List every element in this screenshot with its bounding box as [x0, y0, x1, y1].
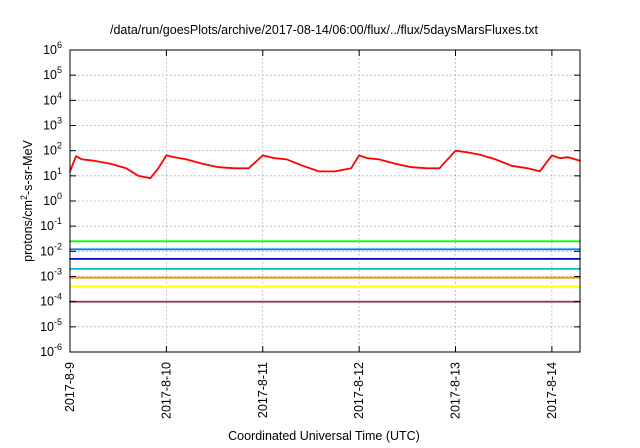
tick-marks [69, 49, 580, 353]
y-tick-label: 105 [43, 65, 62, 82]
y-tick-labels: 10-6 10-5 10-4 10-3 10-2 10-1 100 101 102 103 104 1… [40, 40, 62, 359]
x-tick-label: 2017-8-13 [449, 362, 463, 419]
y-tick-label: 10-2 [40, 241, 62, 258]
y-tick-label: 104 [43, 90, 62, 107]
y-tick-label: 102 [43, 141, 62, 158]
y-tick-label: 100 [43, 191, 62, 208]
y-tick-label: 106 [43, 40, 62, 57]
y-tick-label: 10-3 [40, 267, 62, 284]
y-axis-title: protons/cm2-s-sr-MeV [19, 139, 35, 261]
x-axis-title: Coordinated Universal Time (UTC) [228, 429, 420, 443]
y-tick-label: 10-4 [40, 292, 62, 309]
grid [69, 50, 580, 352]
series-layer [69, 149, 581, 303]
x-tick-label: 2017-8-12 [352, 362, 366, 419]
chart-title: /data/run/goesPlots/archive/2017-08-14/0… [110, 23, 539, 37]
y-tick-label: 103 [43, 116, 62, 133]
x-tick-label: 2017-8-9 [63, 362, 77, 412]
y-tick-label: 101 [43, 166, 62, 183]
x-tick-label: 2017-8-11 [256, 362, 270, 418]
series-line-1 [69, 149, 581, 180]
y-tick-label: 10-6 [40, 342, 62, 359]
y-tick-label: 10-5 [40, 317, 62, 334]
x-tick-label: 2017-8-10 [159, 362, 173, 419]
x-tick-labels: 2017-8-9 2017-8-10 2017-8-11 2017-8-12 2017-… [63, 362, 559, 419]
x-tick-label: 2017-8-14 [545, 362, 559, 419]
y-tick-label: 10-1 [40, 216, 62, 233]
